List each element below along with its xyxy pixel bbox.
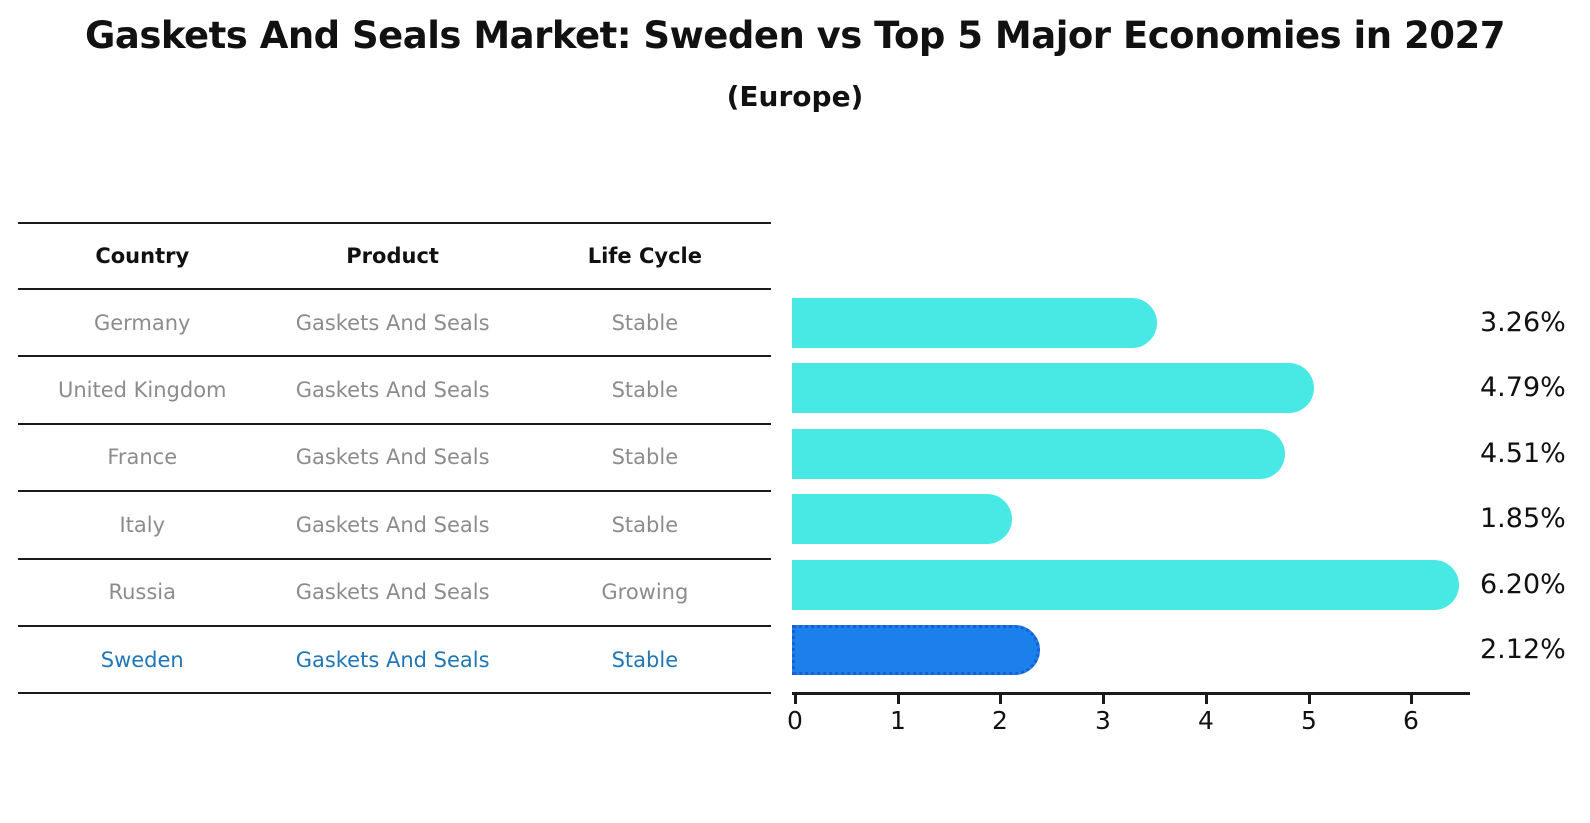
header-life-cycle: Life Cycle <box>587 244 702 268</box>
table-row-germany: Germany Gaskets And Seals Stable <box>18 290 771 358</box>
product-cell: Gaskets And Seals <box>295 512 490 537</box>
x-tick-label: 3 <box>1095 706 1111 735</box>
product-cell: Gaskets And Seals <box>295 445 490 470</box>
header-country: Country <box>95 244 190 268</box>
bar-united-kingdom <box>792 363 1314 413</box>
x-tick-mark <box>794 695 797 704</box>
country-cell: Germany <box>93 310 191 335</box>
life-cycle-cell: Stable <box>611 512 679 537</box>
country-cell: Italy <box>119 512 166 537</box>
table-body: Germany Gaskets And Seals Stable United Kin… <box>18 290 771 695</box>
value-label-germany: 3.26% <box>1480 307 1566 338</box>
product-cell: Gaskets And Seals <box>295 647 490 672</box>
table-row-sweden: Sweden Gaskets And Seals Stable <box>18 627 771 695</box>
x-tick-mark <box>999 695 1002 704</box>
x-axis-line <box>792 692 1470 695</box>
table-row-france: France Gaskets And Seals Stable <box>18 425 771 493</box>
value-label-sweden: 2.12% <box>1480 634 1566 665</box>
value-label-russia: 6.20% <box>1480 569 1566 600</box>
country-cell: United Kingdom <box>57 378 227 403</box>
x-tick-mark <box>1102 695 1105 704</box>
x-tick-label: 5 <box>1301 706 1317 735</box>
life-cycle-cell: Stable <box>611 445 679 470</box>
chart-subtitle: (Europe) <box>726 80 864 113</box>
x-tick-label: 6 <box>1403 706 1419 735</box>
header-product: Product <box>346 244 439 268</box>
life-cycle-cell: Stable <box>611 310 679 335</box>
life-cycle-cell: Stable <box>611 647 679 672</box>
table-header-row: Country Product Life Cycle <box>18 222 771 290</box>
product-cell: Gaskets And Seals <box>295 310 490 335</box>
country-cell: Sweden <box>100 647 184 672</box>
x-tick-label: 2 <box>992 706 1008 735</box>
x-tick-mark <box>1410 695 1413 704</box>
bar-plot <box>792 298 1492 693</box>
x-tick-label: 1 <box>890 706 906 735</box>
x-tick-label: 0 <box>787 706 803 735</box>
country-cell: France <box>107 445 178 470</box>
value-label-france: 4.51% <box>1480 438 1566 469</box>
bar-russia <box>792 560 1459 610</box>
bar-germany <box>792 298 1157 348</box>
chart-title: Gaskets And Seals Market: Sweden vs Top … <box>85 14 1505 57</box>
bar-italy <box>792 494 1012 544</box>
table-row-russia: Russia Gaskets And Seals Growing <box>18 560 771 627</box>
life-cycle-cell: Stable <box>611 378 679 403</box>
value-label-united-kingdom: 4.79% <box>1480 372 1566 403</box>
x-tick-mark <box>897 695 900 704</box>
bar-france <box>792 429 1285 479</box>
table-row-united-kingdom: United Kingdom Gaskets And Seals Stable <box>18 357 771 425</box>
product-cell: Gaskets And Seals <box>295 580 490 605</box>
country-table: Country Product Life Cycle Germany Gasket… <box>18 222 771 695</box>
x-tick-label: 4 <box>1198 706 1214 735</box>
value-label-italy: 1.85% <box>1480 503 1566 534</box>
country-cell: Russia <box>108 580 177 605</box>
table-row-italy: Italy Gaskets And Seals Stable <box>18 492 771 560</box>
x-tick-mark <box>1308 695 1311 704</box>
product-cell: Gaskets And Seals <box>295 378 490 403</box>
x-tick-mark <box>1205 695 1208 704</box>
life-cycle-cell: Growing <box>601 580 689 605</box>
bar-sweden <box>792 625 1040 675</box>
